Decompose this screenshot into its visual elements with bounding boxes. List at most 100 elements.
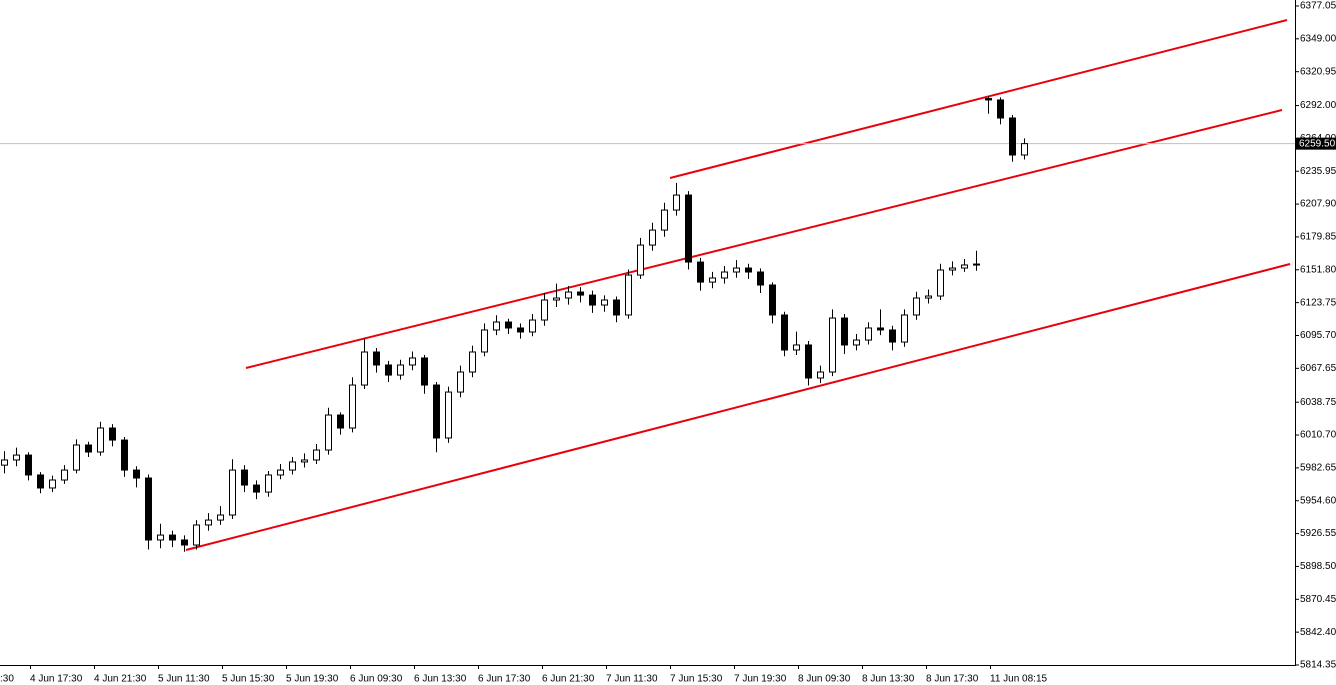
y-tick-label: 6010.70 (1300, 430, 1336, 441)
candle-body (757, 271, 764, 286)
candle-body (49, 479, 56, 489)
candle-body (145, 477, 152, 541)
candle-body (409, 357, 416, 366)
x-tick-label: 7 Jun 15:30 (670, 674, 723, 685)
candle-body (877, 327, 884, 331)
y-tick-label: 6095.70 (1300, 330, 1336, 341)
candle-body (241, 469, 248, 486)
y-tick-label: 6349.00 (1300, 33, 1336, 44)
candle-body (553, 297, 560, 301)
candle-body (697, 261, 704, 283)
candle-body (61, 469, 68, 481)
x-tick-label: 5 Jun 15:30 (222, 674, 275, 685)
y-tick-label: 6320.95 (1300, 66, 1336, 77)
candle-body (121, 439, 128, 471)
candle-body (733, 267, 740, 273)
y-tick-label: 6235.95 (1300, 166, 1336, 177)
price-label-box (1296, 137, 1336, 150)
candle-body (937, 269, 944, 297)
x-tick-label: 7 Jun 19:30 (734, 674, 787, 685)
candle-body (469, 351, 476, 373)
candle-body (1, 459, 8, 466)
candle-body (709, 277, 716, 283)
y-tick-label: 6038.75 (1300, 397, 1336, 408)
candle-body (97, 427, 104, 453)
candle-body (589, 294, 596, 306)
candle-body (721, 271, 728, 279)
candle-body (325, 414, 332, 451)
candle-body (253, 484, 260, 493)
candle-body (973, 263, 980, 266)
y-tick-label: 5842.40 (1300, 627, 1336, 638)
x-tick-label: 8 Jun 17:30 (926, 674, 979, 685)
candle-body (961, 264, 968, 269)
candle-body (73, 444, 80, 471)
x-tick-label: 4 Jun 17:30 (30, 674, 83, 685)
candle-body (481, 329, 488, 353)
candle-body (661, 209, 668, 231)
trend-line (245, 109, 1283, 369)
candles (1, 96, 1028, 552)
price-label: 6259.50 (1299, 138, 1336, 149)
x-tick-label: 6 Jun 09:30 (350, 674, 403, 685)
y-tick-label: 5982.65 (1300, 463, 1336, 474)
x-tick-label: 8 Jun 13:30 (862, 674, 915, 685)
candle-body (625, 274, 632, 316)
candle-body (793, 344, 800, 351)
x-tick-label: 6 Jun 17:30 (478, 674, 531, 685)
candle-body (841, 317, 848, 346)
candle-body (277, 469, 284, 476)
candle-body (13, 454, 20, 461)
candle-body (25, 454, 32, 476)
x-tick-label: 4 Jun 21:30 (94, 674, 147, 685)
y-tick-label: 6151.80 (1300, 264, 1336, 275)
candle-body (157, 534, 164, 541)
candle-body (745, 267, 752, 273)
x-tick-label: 7 Jun 11:30 (606, 674, 658, 685)
x-tick-label: 6 Jun 13:30 (414, 674, 467, 685)
y-tick-label: 5926.55 (1300, 528, 1336, 539)
candle-body (193, 524, 200, 546)
x-tick-label: 5 Jun 11:30 (158, 674, 210, 685)
candle-body (673, 194, 680, 211)
candle-body (685, 194, 692, 263)
candle-body (181, 539, 188, 546)
candle-body (1009, 117, 1016, 156)
candle-body (493, 321, 500, 331)
x-tick-label: :30 (0, 674, 14, 685)
y-tick-label: 6067.65 (1300, 363, 1336, 374)
candle-body (853, 339, 860, 346)
x-tick-label: 6 Jun 21:30 (542, 674, 595, 685)
y-tick-label: 6292.00 (1300, 100, 1336, 111)
candle-body (601, 299, 608, 306)
candle-body (913, 297, 920, 316)
candle-body (373, 351, 380, 366)
y-tick-label: 5870.45 (1300, 594, 1336, 605)
candle-body (517, 327, 524, 333)
candle-body (865, 327, 872, 341)
candle-body (349, 384, 356, 429)
trend-line (669, 19, 1288, 179)
candle-body (985, 98, 992, 101)
x-tick-label: 5 Jun 19:30 (286, 674, 339, 685)
candle-body (133, 469, 140, 479)
candle-body (565, 291, 572, 299)
candle-body (289, 461, 296, 471)
candle-body (505, 321, 512, 329)
trend-lines (185, 19, 1291, 551)
candle-body (85, 444, 92, 453)
candle-body (445, 391, 452, 439)
candle-body (817, 371, 824, 379)
candle-body (265, 474, 272, 493)
candle-body (769, 284, 776, 316)
candle-body (577, 291, 584, 296)
candle-body (433, 384, 440, 439)
candle-body (109, 427, 116, 441)
y-tick-label: 5814.35 (1300, 660, 1336, 671)
candle-body (421, 357, 428, 386)
candle-body (889, 329, 896, 343)
candle-body (397, 364, 404, 376)
candle-body (829, 317, 836, 373)
